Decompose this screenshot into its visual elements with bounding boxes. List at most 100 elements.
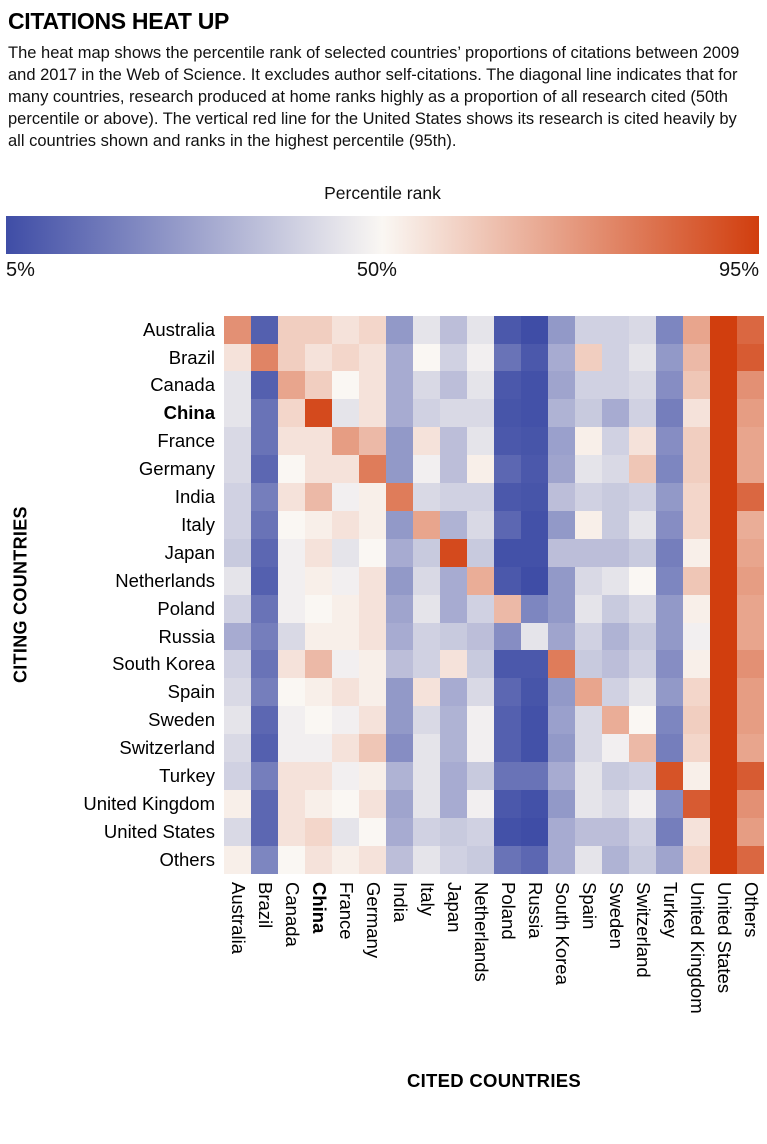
heatmap-cell — [359, 566, 386, 595]
heatmap-cell — [656, 789, 683, 818]
row-label: Germany — [138, 458, 215, 480]
heatmap-cell — [494, 427, 521, 456]
heatmap-cell — [440, 678, 467, 707]
heatmap-cell — [278, 594, 305, 623]
heatmap-cell — [548, 427, 575, 456]
heatmap-cell — [494, 594, 521, 623]
heatmap-cell — [386, 622, 413, 651]
column-label: Switzerland — [632, 881, 654, 978]
heatmap-cell — [575, 315, 602, 344]
row-label: Australia — [143, 318, 215, 340]
heatmap-cell — [467, 762, 494, 790]
legend-tick-mid: 50% — [356, 258, 397, 281]
heatmap-cell — [386, 483, 413, 511]
heatmap-cell — [332, 371, 359, 400]
heatmap-cell — [467, 706, 494, 735]
heatmap-cell — [278, 343, 305, 372]
heatmap-cell — [602, 734, 629, 763]
heatmap-cell — [494, 817, 521, 846]
heatmap-cell — [683, 538, 710, 567]
row-label: Turkey — [159, 765, 215, 787]
heatmap-cell — [602, 483, 629, 511]
heatmap-cell — [548, 845, 575, 874]
heatmap-cell — [548, 399, 575, 428]
column-label: Sweden — [605, 881, 627, 949]
heatmap-cell — [224, 510, 251, 539]
heatmap-cell — [440, 483, 467, 511]
heatmap-cell — [251, 399, 278, 428]
heatmap-cell — [683, 650, 710, 679]
heatmap-cell — [305, 650, 332, 679]
heatmap-cell — [521, 566, 548, 595]
heatmap-cell — [737, 734, 764, 763]
heatmap-cell — [332, 594, 359, 623]
heatmap-cell — [251, 734, 278, 763]
heatmap-cell — [629, 371, 656, 400]
heatmap-cell — [494, 538, 521, 567]
heatmap-cell — [332, 678, 359, 707]
heatmap-cell — [494, 483, 521, 511]
heatmap-cell — [359, 371, 386, 400]
heatmap-cell — [629, 622, 656, 651]
heatmap-cell — [494, 622, 521, 651]
heatmap-cell — [386, 650, 413, 679]
heatmap-cell — [656, 706, 683, 735]
heatmap-cell — [656, 762, 683, 790]
heatmap-cell — [629, 845, 656, 874]
heatmap-cell — [575, 371, 602, 400]
heatmap-cell — [359, 678, 386, 707]
heatmap-cell — [710, 706, 737, 735]
heatmap-cell — [224, 399, 251, 428]
heatmap-cell — [467, 510, 494, 539]
heatmap-cell — [251, 566, 278, 595]
column-label: Italy — [416, 881, 438, 916]
heatmap-cell — [683, 483, 710, 511]
column-labels: Australia Brazil Canada China France Germany I… — [224, 874, 764, 1050]
heatmap-cell — [278, 817, 305, 846]
heatmap-cell — [278, 650, 305, 679]
heatmap-cell — [440, 315, 467, 344]
column-label: Australia — [227, 881, 249, 954]
heatmap-cell — [737, 455, 764, 484]
heatmap-cell — [548, 483, 575, 511]
row-label: Canada — [150, 374, 215, 396]
heatmap-cell — [305, 343, 332, 372]
heatmap-cell — [305, 845, 332, 874]
heatmap-cell — [251, 817, 278, 846]
column-label: Spain — [578, 881, 600, 930]
heatmap-cell — [737, 399, 764, 428]
heatmap-cell — [278, 315, 305, 344]
heatmap-cell — [224, 455, 251, 484]
heatmap-cell — [494, 371, 521, 400]
heatmap-cell — [224, 706, 251, 735]
heatmap-cell — [413, 678, 440, 707]
heatmap-cell — [440, 789, 467, 818]
heatmap-cell — [683, 343, 710, 372]
heatmap-cell — [224, 622, 251, 651]
heatmap-cell — [710, 315, 737, 344]
heatmap-cell — [602, 455, 629, 484]
heatmap-cell — [710, 678, 737, 707]
heatmap-cell — [305, 483, 332, 511]
heatmap-cell — [440, 594, 467, 623]
heatmap-cell — [305, 566, 332, 595]
heatmap-cell — [521, 762, 548, 790]
heatmap-cell — [656, 817, 683, 846]
heatmap-cell — [386, 455, 413, 484]
heatmap-cell — [278, 371, 305, 400]
heatmap-cell — [548, 734, 575, 763]
heatmap-cell — [602, 650, 629, 679]
heatmap-cell — [602, 343, 629, 372]
heatmap-cell — [710, 510, 737, 539]
heatmap-cell — [548, 762, 575, 790]
heatmap-cell — [575, 538, 602, 567]
heatmap-cell — [386, 566, 413, 595]
heatmap-cell — [359, 817, 386, 846]
heatmap-cell — [467, 845, 494, 874]
heatmap-cell — [359, 734, 386, 763]
heatmap-cell — [332, 622, 359, 651]
heatmap-cell — [656, 371, 683, 400]
heatmap-cell — [602, 399, 629, 428]
heatmap-cell — [278, 483, 305, 511]
heatmap-cell — [224, 566, 251, 595]
